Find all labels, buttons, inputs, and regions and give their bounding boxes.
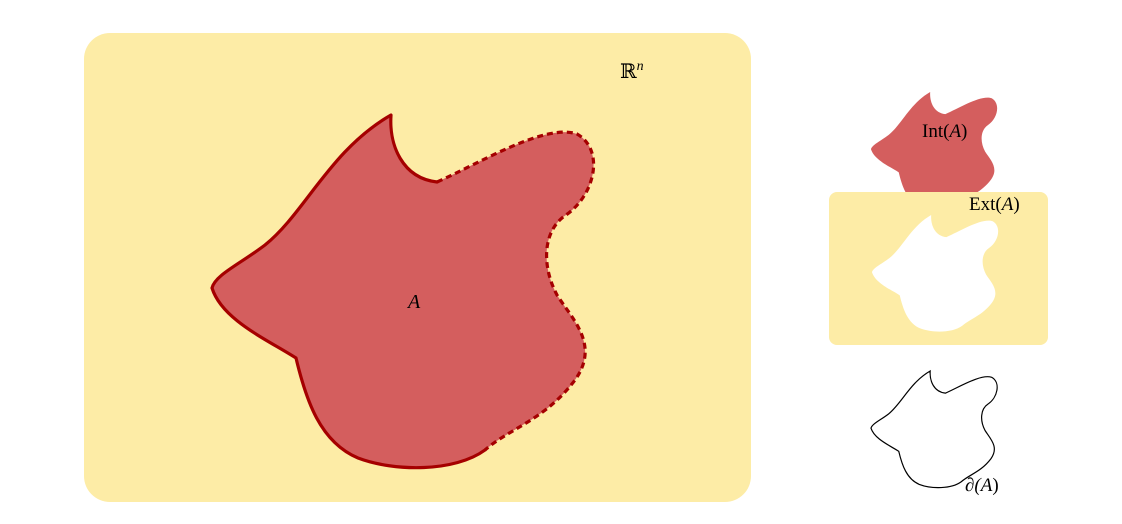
- boundary-label: ∂(A): [965, 475, 999, 496]
- space-label: ℝn: [620, 59, 644, 83]
- boundary-panel: ∂(A): [870, 370, 999, 496]
- interior-label: Int(A): [922, 121, 967, 142]
- interior-region: [871, 92, 998, 209]
- set-a-open-boundary: [436, 130, 596, 452]
- set-a-closed-boundary: [210, 113, 487, 470]
- set-a-label: A: [406, 291, 421, 313]
- interior-panel: Int(A): [871, 92, 998, 209]
- boundary-outline: [870, 370, 998, 489]
- exterior-panel: Ext(A): [829, 192, 1048, 345]
- exterior-label: Ext(A): [969, 194, 1020, 215]
